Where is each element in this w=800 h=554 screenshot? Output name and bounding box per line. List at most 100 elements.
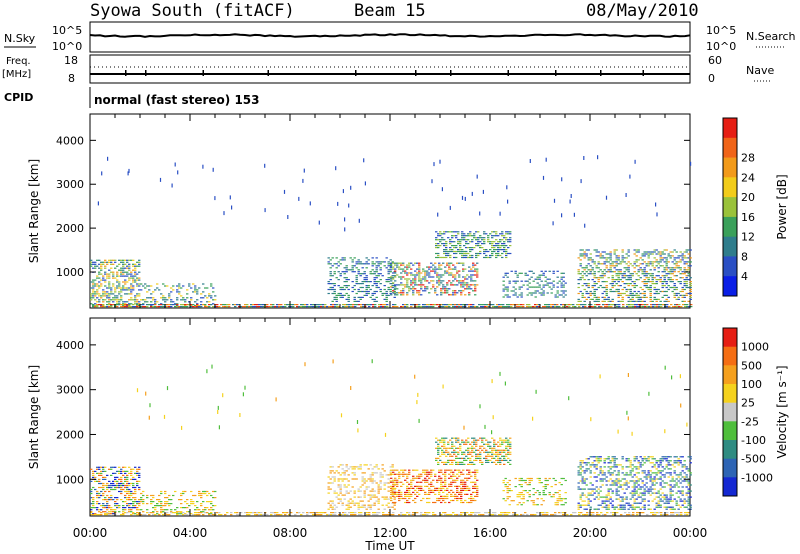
range-cell — [440, 294, 443, 296]
range-cell — [593, 271, 596, 273]
range-cell — [108, 283, 111, 285]
range-cell — [635, 273, 638, 275]
range-cell — [474, 306, 477, 308]
range-cell — [352, 304, 355, 306]
range-cell — [653, 476, 656, 478]
range-cell — [410, 304, 413, 306]
range-cell — [534, 296, 537, 298]
range-cell — [142, 285, 145, 287]
range-cell — [410, 487, 413, 489]
range-cell — [629, 279, 632, 281]
range-cell — [440, 276, 443, 278]
range-cell — [414, 262, 417, 264]
range-cell — [560, 498, 563, 500]
range-cell — [617, 478, 620, 480]
range-cell — [591, 494, 594, 496]
range-cell — [184, 305, 187, 307]
range-cell — [394, 479, 397, 481]
range-cell — [349, 466, 352, 468]
range-cell — [416, 304, 419, 306]
range-cell — [343, 267, 346, 269]
range-cell — [400, 282, 403, 284]
range-cell — [501, 243, 504, 245]
range-cell — [328, 306, 331, 308]
range-cell — [355, 267, 358, 269]
range-cell — [154, 507, 157, 509]
range-cell — [471, 461, 474, 463]
range-cell — [463, 233, 466, 235]
range-cell — [671, 279, 674, 281]
range-cell — [476, 493, 479, 495]
range-cell — [443, 437, 446, 439]
freq-tick-top: 18 — [64, 54, 78, 67]
range-cell — [457, 437, 460, 439]
range-cell — [629, 492, 632, 494]
range-cell — [601, 500, 604, 502]
range-cell — [641, 255, 644, 257]
range-cell — [369, 273, 372, 275]
range-cell — [655, 298, 658, 300]
range-cell — [359, 500, 362, 502]
range-cell — [556, 296, 559, 298]
range-cell — [589, 259, 592, 261]
range-cell — [134, 513, 137, 515]
range-cell — [502, 306, 505, 308]
range-cell — [150, 499, 153, 501]
range-cell — [460, 284, 463, 286]
range-cell — [577, 298, 580, 300]
range-cell — [128, 168, 130, 173]
range-cell — [631, 273, 634, 275]
range-cell — [603, 286, 606, 289]
range-cell — [146, 494, 149, 497]
range-cell — [286, 304, 289, 306]
range-cell — [391, 490, 394, 492]
range-cell — [442, 481, 445, 483]
range-cell — [572, 306, 575, 308]
range-cell — [491, 455, 494, 457]
range-cell — [372, 304, 375, 306]
range-cell — [444, 501, 447, 504]
range-cell — [643, 283, 646, 285]
range-cell — [329, 472, 332, 474]
range-cell — [375, 300, 378, 302]
range-cell — [601, 484, 604, 486]
range-cell — [577, 486, 580, 488]
range-cell — [430, 280, 433, 282]
range-cell — [491, 235, 494, 237]
range-cell — [96, 289, 99, 291]
cpid-text: normal (fast stereo) 153 — [94, 93, 260, 107]
range-cell — [134, 466, 137, 468]
range-cell — [104, 466, 107, 468]
range-cell — [106, 499, 109, 501]
range-cell — [599, 460, 602, 462]
range-cell — [367, 500, 370, 502]
range-cell — [92, 261, 95, 263]
range-cell — [394, 284, 397, 286]
range-cell — [210, 507, 213, 509]
range-cell — [437, 243, 440, 245]
range-cell — [595, 480, 598, 482]
range-cell — [408, 469, 411, 471]
range-cell — [451, 237, 454, 239]
range-cell — [392, 493, 395, 495]
range-cell — [150, 301, 153, 303]
range-cell — [455, 437, 458, 439]
range-cell — [439, 256, 442, 259]
range-cell — [402, 262, 405, 264]
range-cell — [526, 294, 529, 296]
range-cell — [154, 509, 157, 511]
range-cell — [689, 288, 692, 291]
range-cell — [92, 287, 95, 289]
range-cell — [683, 281, 686, 283]
range-cell — [264, 163, 266, 168]
range-cell — [663, 277, 666, 279]
range-cell — [108, 285, 111, 287]
range-cell — [655, 279, 658, 281]
range-cell — [499, 443, 502, 445]
range-cell — [589, 265, 592, 267]
range-cell — [379, 261, 382, 263]
range-cell — [597, 263, 600, 265]
range-cell — [497, 245, 500, 247]
range-cell — [470, 304, 473, 306]
range-cell — [609, 300, 612, 302]
